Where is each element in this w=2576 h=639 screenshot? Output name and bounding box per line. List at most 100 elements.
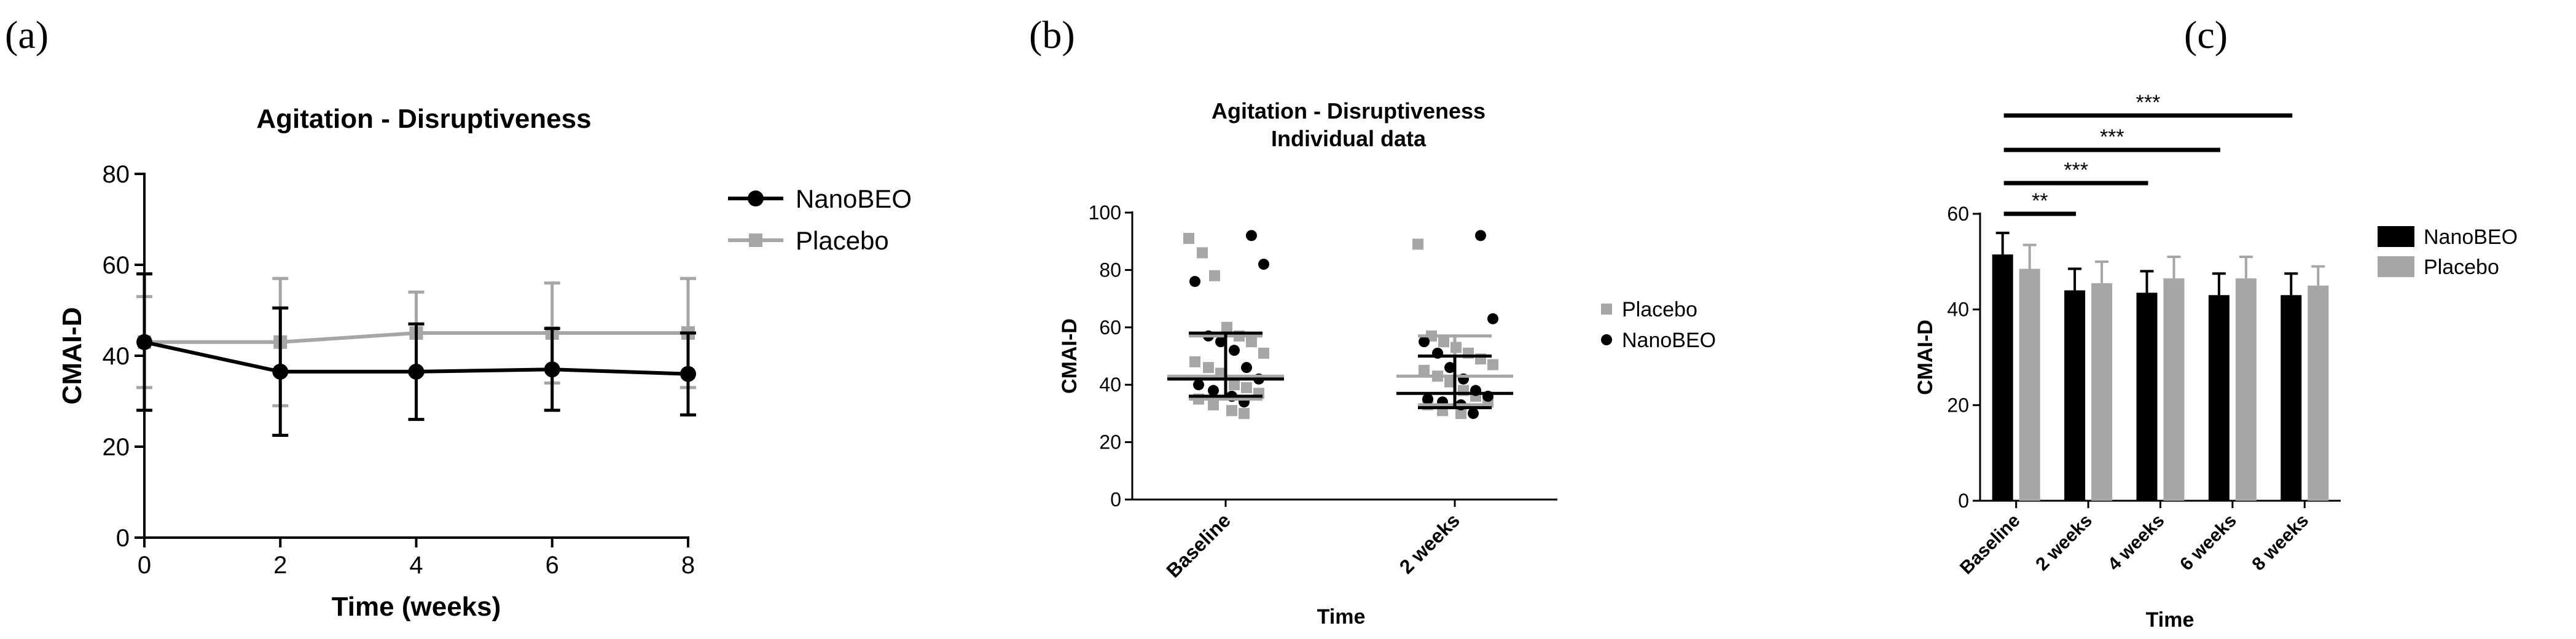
data-point-nanobeo: [408, 363, 425, 380]
x-tick-label-a: 8: [681, 552, 695, 579]
significance-label: ***: [2064, 159, 2088, 182]
panel-label-a: (a): [5, 13, 49, 57]
data-point-nanobeo: [1229, 345, 1240, 356]
y-axis-title-a: CMAI-D: [57, 307, 87, 405]
data-point-placebo: [1221, 321, 1232, 333]
data-point-placebo: [1444, 376, 1455, 388]
data-point-nanobeo: [1468, 407, 1479, 419]
data-point-nanobeo: [544, 361, 560, 378]
y-tick-label-b: 0: [1110, 488, 1121, 511]
x-tick-label-a: 2: [273, 552, 287, 579]
y-tick-label-a: 60: [103, 252, 130, 279]
x-tick-label-c: 2 weeks: [2032, 511, 2096, 575]
chart-title-b: Agitation - Disruptiveness: [1212, 98, 1486, 123]
data-point-placebo: [1183, 233, 1194, 245]
panel-label-b: (b): [1029, 13, 1075, 57]
bar-nanobeo: [2280, 295, 2302, 501]
data-point-placebo: [1487, 359, 1498, 370]
x-tick-label-c: 4 weeks: [2104, 511, 2169, 575]
legend-label-placebo: Placebo: [1622, 298, 1697, 321]
y-axis-title-c: CMAI-D: [1914, 320, 1937, 395]
legend-label-placebo: Placebo: [796, 226, 889, 255]
y-tick-label-b: 40: [1099, 374, 1121, 396]
x-tick-label-a: 6: [546, 552, 559, 579]
y-tick-label-a: 40: [103, 343, 130, 370]
data-point-nanobeo: [1241, 362, 1252, 374]
data-point-placebo: [1197, 247, 1208, 259]
data-point-nanobeo: [136, 334, 152, 350]
legend-label-nanobeo: NanoBEO: [796, 184, 912, 213]
data-point-placebo: [1209, 270, 1220, 281]
bar-placebo: [2163, 278, 2185, 501]
legend-swatch-placebo: [2378, 256, 2414, 277]
bar-placebo: [2019, 269, 2040, 501]
data-point-placebo: [1189, 356, 1200, 367]
data-point-placebo: [1246, 336, 1257, 348]
data-point-nanobeo: [1487, 313, 1498, 324]
data-point-nanobeo: [1189, 276, 1200, 288]
data-point-nanobeo: [272, 363, 289, 380]
legend-marker-nanobeo: [748, 190, 764, 206]
data-point-placebo: [1438, 336, 1449, 348]
bar-nanobeo: [2208, 295, 2230, 501]
legend-label-placebo: Placebo: [2424, 256, 2499, 279]
data-point-nanobeo: [1246, 230, 1257, 241]
chart-title-a: Agitation - Disruptiveness: [256, 104, 591, 134]
bar-nanobeo: [1992, 254, 2013, 501]
y-tick-label-b: 60: [1099, 316, 1121, 339]
y-tick-label-a: 80: [103, 161, 130, 188]
bar-nanobeo: [2064, 290, 2086, 501]
data-point-placebo: [1229, 379, 1240, 391]
panel-a: (a) Agitation - Disruptiveness 0 20 40 60 80 0 2…: [5, 13, 912, 622]
panel-label-c: (c): [2184, 13, 2228, 57]
y-tick-label-c: 40: [1947, 299, 1969, 321]
x-tick-label-c: 6 weeks: [2176, 511, 2241, 575]
data-point-nanobeo: [1444, 362, 1455, 374]
data-point-nanobeo: [1208, 385, 1219, 396]
panel-c: (c) 0 20 40 60 Time CMAI-D Baseline 2 weeks 4 wee…: [1914, 13, 2518, 632]
y-axis-title-b: CMAI-D: [1058, 318, 1081, 394]
x-axis-title-b: Time: [1317, 605, 1366, 629]
significance-label: ***: [2136, 91, 2161, 114]
data-point-placebo: [1241, 382, 1252, 393]
chart-subtitle-b: Individual data: [1271, 126, 1427, 151]
x-tick-label-c: Baseline: [1956, 511, 2024, 579]
y-tick-label-b: 100: [1089, 202, 1121, 224]
bar-nanobeo: [2136, 292, 2158, 501]
data-point-placebo: [1226, 405, 1237, 417]
significance-label: **: [2032, 189, 2048, 213]
panel-b: (b) Agitation - Disruptiveness Individual …: [1029, 13, 1716, 629]
data-point-nanobeo: [1419, 336, 1430, 348]
y-tick-label-c: 0: [1958, 490, 1969, 512]
data-point-placebo: [1455, 407, 1466, 419]
data-point-nanobeo: [1422, 393, 1433, 405]
y-tick-label-b: 80: [1099, 259, 1121, 281]
x-tick-label-b: 2 weeks: [1395, 509, 1464, 578]
data-point-nanobeo: [1193, 379, 1204, 391]
bar-placebo: [2091, 283, 2113, 501]
data-point-nanobeo: [1215, 336, 1226, 348]
data-point-nanobeo: [1258, 259, 1269, 270]
data-point-placebo: [1412, 238, 1423, 250]
bar-placebo: [2308, 285, 2329, 501]
legend-marker-placebo: [1601, 304, 1612, 315]
x-tick-label-a: 4: [409, 552, 423, 579]
significance-label: ***: [2100, 125, 2124, 149]
legend-label-nanobeo: NanoBEO: [2424, 225, 2518, 249]
x-tick-label-a: 0: [138, 552, 151, 579]
legend-swatch-nanobeo: [2378, 226, 2414, 247]
data-point-placebo: [1258, 347, 1269, 359]
data-point-nanobeo: [1475, 230, 1486, 241]
y-tick-label-b: 20: [1099, 431, 1121, 453]
y-tick-label-a: 20: [103, 434, 130, 461]
legend-marker-placebo: [749, 233, 762, 247]
data-point-placebo: [1203, 362, 1214, 374]
y-tick-label-c: 20: [1947, 394, 1969, 416]
data-point-nanobeo: [680, 366, 696, 382]
y-tick-label-c: 60: [1947, 203, 1969, 225]
data-point-placebo: [1239, 407, 1250, 419]
x-axis-title-a: Time (weeks): [332, 592, 501, 622]
bar-placebo: [2235, 278, 2257, 501]
y-tick-label-a: 0: [116, 525, 130, 552]
